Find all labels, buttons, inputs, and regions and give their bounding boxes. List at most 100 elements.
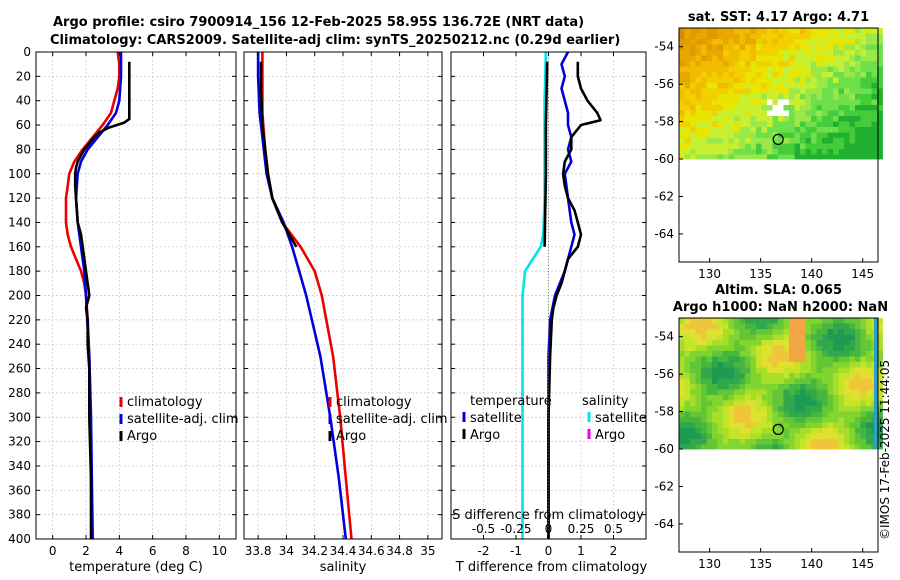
heatmap-cell <box>794 400 801 407</box>
heatmap-cell <box>794 88 801 95</box>
heatmap-cell <box>701 329 707 335</box>
heatmap-cell <box>712 99 718 106</box>
heatmap-cell <box>761 143 768 150</box>
heatmap-cell <box>756 395 762 401</box>
heatmap-cell <box>789 345 795 352</box>
heatmap-cell <box>866 329 872 335</box>
heatmap-cell <box>855 154 861 160</box>
heatmap-cell <box>794 417 801 423</box>
heatmap-cell <box>761 33 768 40</box>
heatmap-cell <box>728 33 735 40</box>
heatmap-cell <box>783 77 790 84</box>
heatmap-cell <box>767 406 773 412</box>
heatmap-cell <box>761 44 768 51</box>
heatmap-cell <box>827 83 834 89</box>
heatmap-cell <box>838 428 845 434</box>
heatmap-cell <box>877 444 883 450</box>
heatmap-cell <box>849 154 856 160</box>
heatmap-cell <box>833 72 839 78</box>
heatmap-cell <box>772 411 779 418</box>
heatmap-cell <box>855 422 861 429</box>
y-tick-label: -58 <box>654 405 674 419</box>
heatmap-cell <box>761 55 768 62</box>
heatmap-cell <box>877 367 883 374</box>
heatmap-cell <box>805 422 812 429</box>
heatmap-cell <box>734 439 740 445</box>
heatmap-cell <box>816 406 823 412</box>
heatmap-cell <box>767 340 773 346</box>
heatmap-cell <box>734 110 740 117</box>
heatmap-cell <box>706 66 713 73</box>
heatmap-cell <box>750 99 757 106</box>
heatmap-cell <box>695 99 702 106</box>
heatmap-cell <box>822 149 828 155</box>
heatmap-cell <box>767 99 773 106</box>
heatmap-cell <box>805 329 812 335</box>
heatmap-cell <box>695 132 702 139</box>
heatmap-cell <box>855 50 861 56</box>
heatmap-cell <box>833 351 839 357</box>
heatmap-cell <box>805 94 812 100</box>
heatmap-cell <box>800 373 806 379</box>
heatmap-cell <box>750 28 757 34</box>
heatmap-cell <box>723 77 729 84</box>
heatmap-cell <box>816 378 823 385</box>
heatmap-cell <box>855 323 861 330</box>
heatmap-cell <box>734 154 740 160</box>
heatmap-cell <box>723 400 729 407</box>
heatmap-cell <box>728 83 735 89</box>
heatmap-cell <box>860 99 867 106</box>
heatmap-cell <box>871 116 878 122</box>
heatmap-cell <box>712 378 718 385</box>
heatmap-cell <box>866 44 872 51</box>
heatmap-cell <box>717 406 724 412</box>
heatmap-cell <box>739 143 746 150</box>
heatmap-cell <box>706 439 713 445</box>
heatmap-cell <box>877 33 883 40</box>
legend-entry: Argo <box>470 428 500 443</box>
heatmap-cell <box>706 340 713 346</box>
heatmap-cell <box>855 61 861 67</box>
heatmap-cell <box>855 329 861 335</box>
heatmap-cell <box>816 61 823 67</box>
heatmap-cell <box>723 154 729 160</box>
heatmap-cell <box>701 411 707 418</box>
heatmap-cell <box>723 116 729 122</box>
heatmap-cell <box>778 143 784 150</box>
heatmap-cell <box>684 44 691 51</box>
heatmap-cell <box>778 77 784 84</box>
heatmap-cell <box>761 389 768 396</box>
heatmap-cell <box>866 116 872 122</box>
heatmap-cell <box>767 72 773 78</box>
heatmap-cell <box>866 406 872 412</box>
heatmap-cell <box>789 422 795 429</box>
heatmap-cell <box>827 329 834 335</box>
heatmap-cell <box>827 422 834 429</box>
heatmap-cell <box>849 127 856 133</box>
heatmap-cell <box>833 77 839 84</box>
heatmap-cell <box>761 83 768 89</box>
heatmap-cell <box>816 433 823 440</box>
heatmap-cell <box>739 351 746 357</box>
heatmap-cell <box>739 318 746 324</box>
heatmap-cell <box>811 422 817 429</box>
heatmap-cell <box>778 444 784 450</box>
heatmap-cell <box>827 378 834 385</box>
heatmap-cell <box>877 50 883 56</box>
y-tick-label: 260 <box>8 362 31 376</box>
heatmap-cell <box>822 110 828 117</box>
heatmap-cell <box>849 143 856 150</box>
heatmap-cell <box>772 149 779 155</box>
heatmap-cell <box>855 72 861 78</box>
heatmap-cell <box>761 66 768 73</box>
heatmap-cell <box>877 149 883 155</box>
heatmap-cell <box>849 356 856 363</box>
heatmap-cell <box>816 323 823 330</box>
heatmap-cell <box>728 406 735 412</box>
heatmap-cell <box>756 88 762 95</box>
heatmap-cell <box>838 149 845 155</box>
heatmap-cell <box>750 116 757 122</box>
heatmap-cell <box>712 105 718 111</box>
heatmap-cell <box>772 389 779 396</box>
